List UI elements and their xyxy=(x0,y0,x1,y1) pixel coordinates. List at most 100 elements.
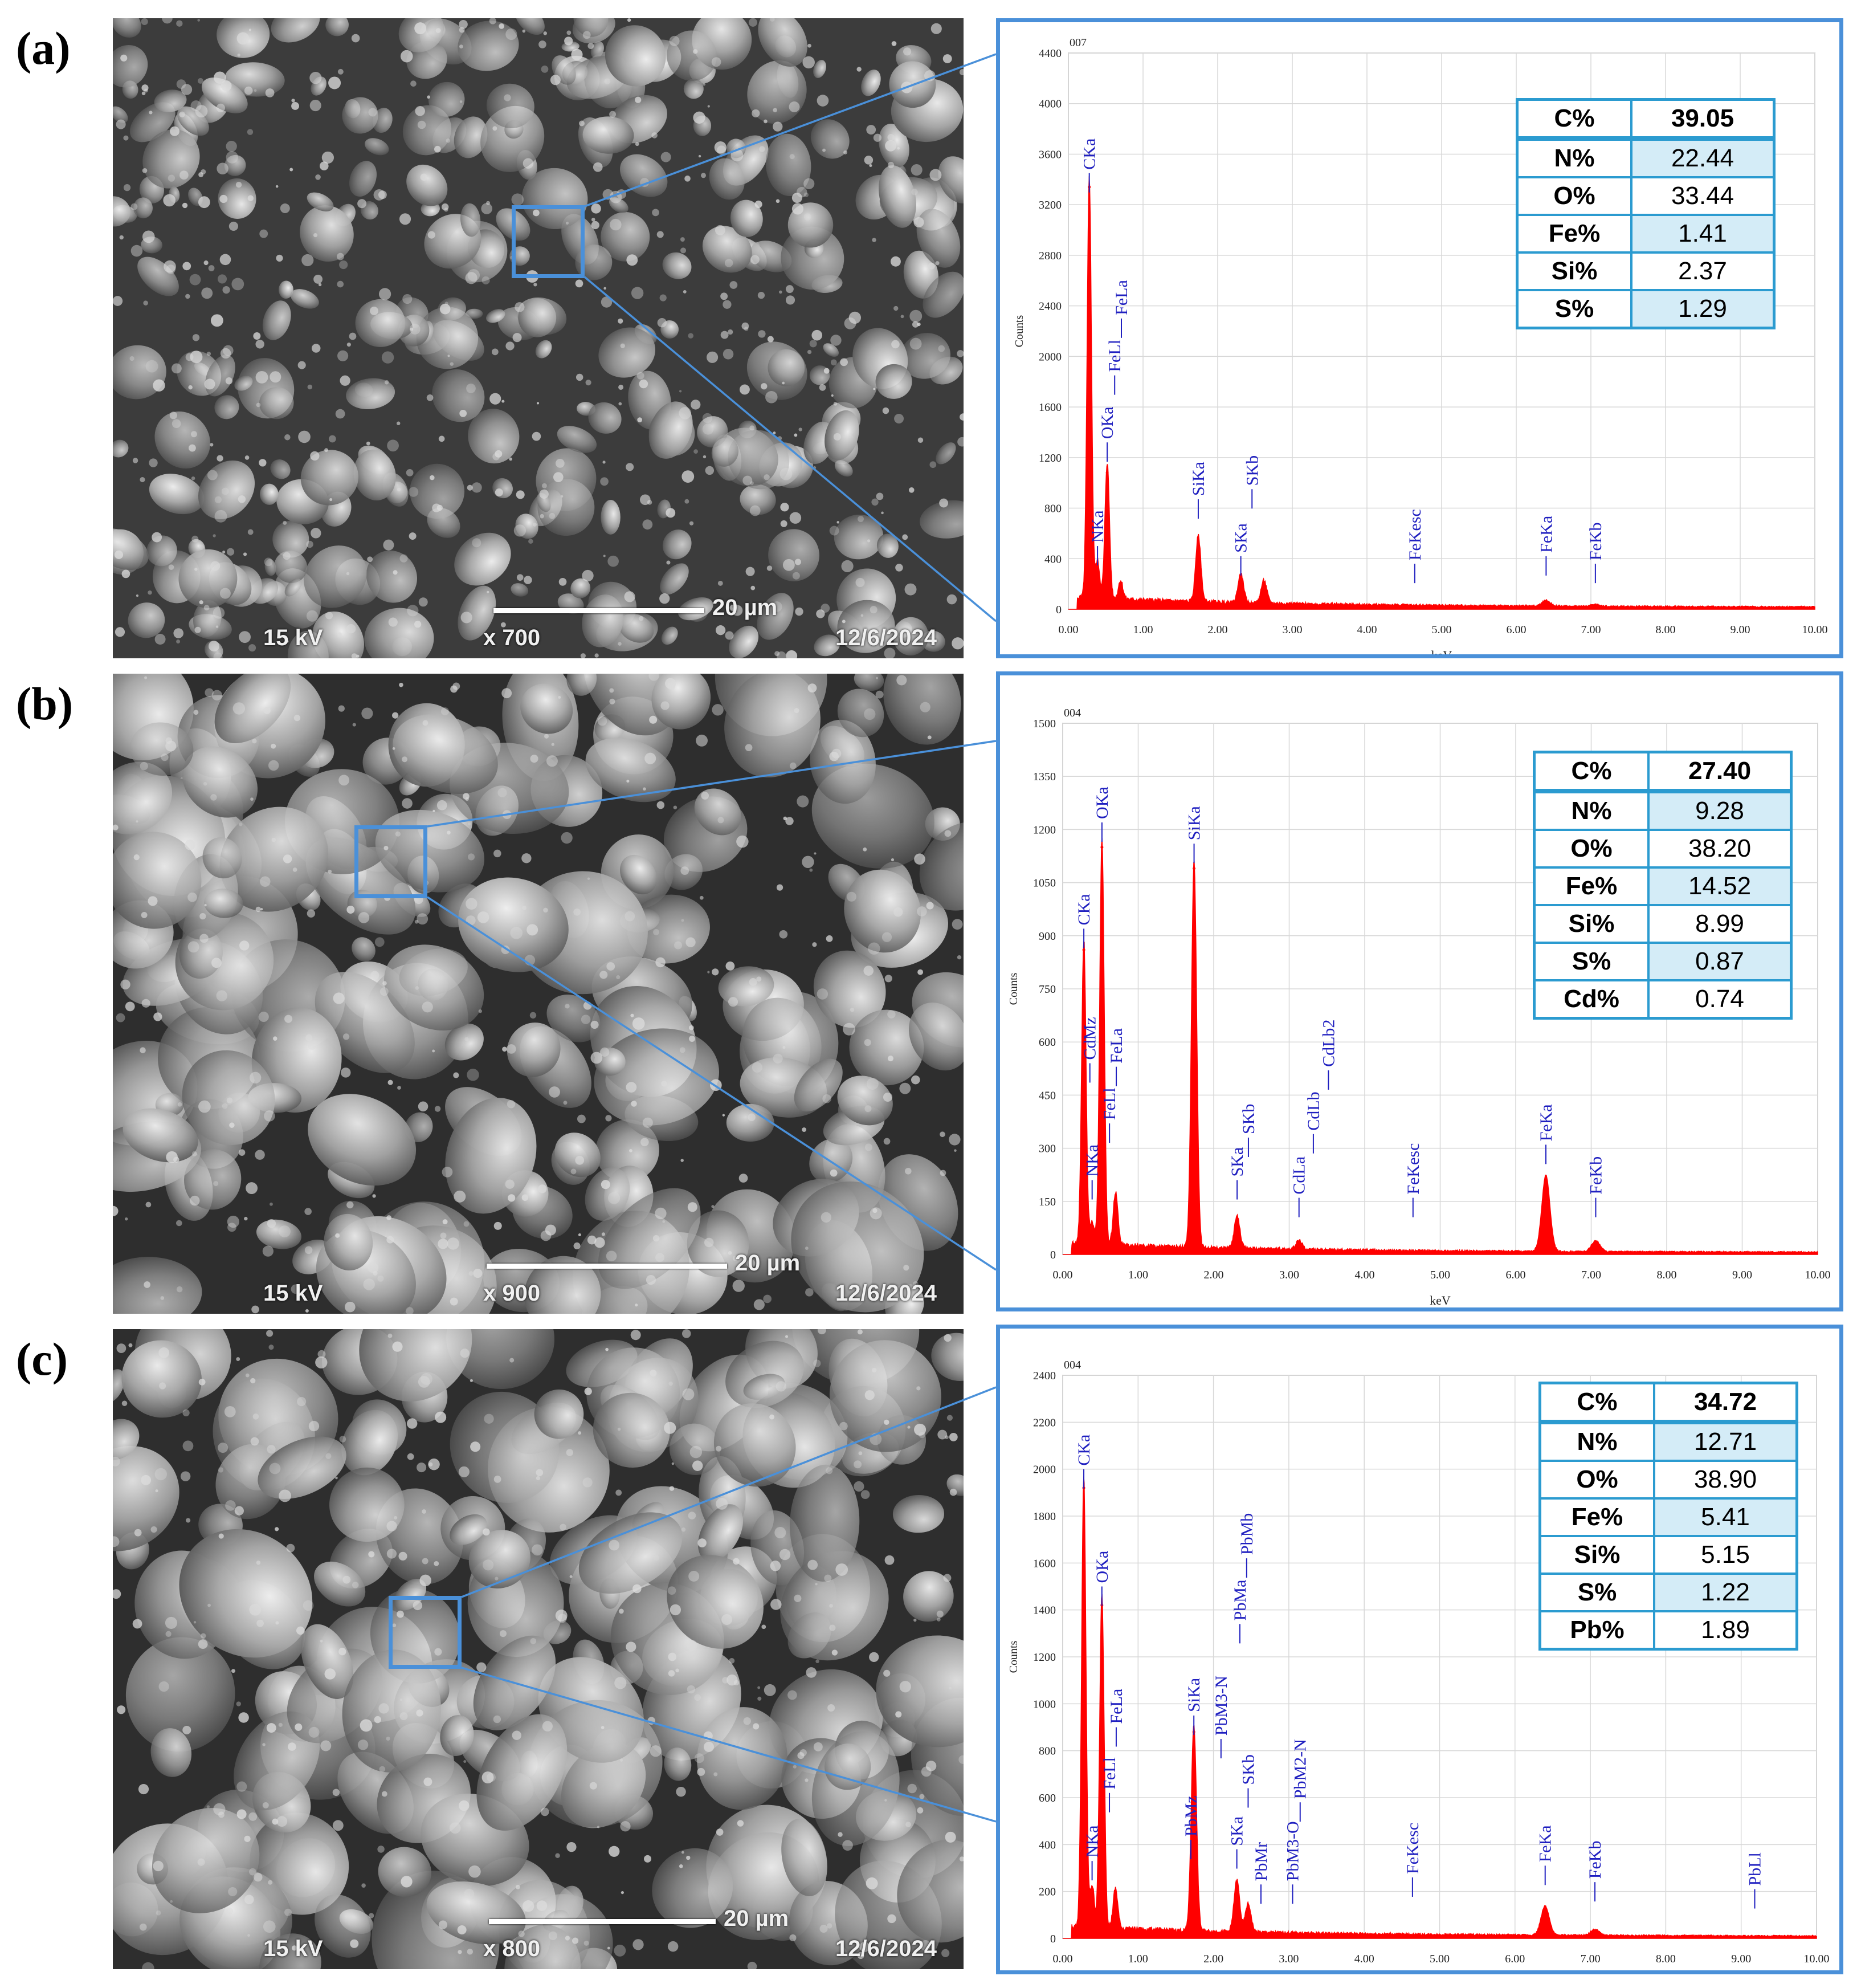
sem-speck xyxy=(549,1086,560,1098)
sem-speck xyxy=(780,520,787,527)
sem-speck xyxy=(657,318,667,328)
sem-speck xyxy=(324,1668,336,1680)
sem-particle xyxy=(113,18,141,38)
x-tick-label: 0.00 xyxy=(1053,1953,1073,1965)
sem-speck xyxy=(154,634,166,645)
sem-speck xyxy=(764,119,768,124)
sem-speck xyxy=(737,1820,744,1827)
sem-particle xyxy=(304,545,367,608)
sem-speck xyxy=(201,1633,206,1639)
sem-particle xyxy=(359,1329,472,1402)
sem-particle xyxy=(432,369,485,422)
sem-particle xyxy=(146,535,177,567)
sem-particle xyxy=(259,483,279,505)
sem-speck xyxy=(895,1711,902,1718)
sem-particle xyxy=(218,178,256,219)
sem-speck xyxy=(773,1053,783,1064)
sem-speck xyxy=(222,1103,228,1109)
sem-speck xyxy=(418,1101,428,1112)
sem-speck xyxy=(150,1526,157,1533)
sem-speck xyxy=(617,189,627,199)
sem-speck xyxy=(407,1453,414,1460)
peak-point xyxy=(1544,602,1548,605)
sem-speck xyxy=(467,1069,479,1081)
sem-speck xyxy=(191,535,199,543)
sem-speck xyxy=(723,349,734,360)
magnification-label: x 800 xyxy=(483,1936,541,1961)
sem-speck xyxy=(620,1758,623,1762)
x-tick-label: 1.00 xyxy=(1133,624,1153,636)
sem-speck xyxy=(697,1767,705,1776)
sem-particle xyxy=(518,298,557,337)
sem-speck xyxy=(368,1551,375,1558)
sem-speck xyxy=(440,707,449,716)
sem-particle xyxy=(426,1881,526,1945)
sem-speck xyxy=(250,1378,256,1384)
sem-speck xyxy=(430,475,435,480)
sem-particle xyxy=(664,854,703,890)
sem-speck xyxy=(182,202,188,209)
sem-speck xyxy=(830,1169,838,1177)
sem-speck xyxy=(703,1731,713,1741)
sem-speck xyxy=(555,1853,560,1859)
sem-speck xyxy=(773,121,783,132)
sem-particle xyxy=(325,18,349,36)
composition-row: N% 12.71 xyxy=(1538,1421,1798,1462)
sem-speck xyxy=(809,340,817,348)
x-tick-label: 10.00 xyxy=(1804,1953,1830,1965)
sem-speck xyxy=(770,1561,781,1571)
sem-speck xyxy=(789,101,800,112)
sem-speck xyxy=(259,229,268,238)
sem-speck xyxy=(791,203,804,215)
x-tick-label: 6.00 xyxy=(1507,624,1527,636)
value-cell: 12.71 xyxy=(1653,1421,1798,1462)
sem-particle xyxy=(454,116,488,158)
sem-speck xyxy=(500,622,506,628)
sem-speck xyxy=(900,315,904,319)
y-tick-label: 0 xyxy=(1050,1249,1056,1261)
sem-speck xyxy=(141,912,148,918)
sem-particle xyxy=(341,1409,398,1476)
sem-particle xyxy=(113,45,148,88)
sem-speck xyxy=(246,1182,258,1195)
sem-speck xyxy=(279,1225,291,1237)
sem-speck xyxy=(541,483,547,488)
sem-speck xyxy=(702,423,714,435)
sem-speck xyxy=(935,261,940,266)
sem-speck xyxy=(715,625,726,635)
sem-speck xyxy=(601,296,613,308)
sem-speck xyxy=(383,845,389,850)
sem-speck xyxy=(516,490,525,499)
sem-speck xyxy=(813,466,817,470)
sem-speck xyxy=(850,1007,855,1012)
sem-speck xyxy=(791,193,802,203)
sem-speck xyxy=(704,1237,714,1248)
sem-speck xyxy=(597,716,607,726)
sem-speck xyxy=(292,867,297,872)
y-tick-label: 4000 xyxy=(1039,98,1062,111)
x-tick-label: 4.00 xyxy=(1354,1953,1374,1965)
sem-particle xyxy=(113,528,149,571)
sem-particle xyxy=(193,600,222,637)
sem-speck xyxy=(890,256,901,267)
sem-speck xyxy=(928,262,935,270)
sem-speck xyxy=(529,1012,537,1019)
sem-speck xyxy=(647,1717,655,1725)
sem-speck xyxy=(247,195,254,201)
sem-speck xyxy=(236,1781,247,1792)
element-cell: C% xyxy=(1516,98,1632,141)
sem-speck xyxy=(435,1411,447,1423)
sem-particle xyxy=(661,626,678,645)
sem-speck xyxy=(668,1381,673,1386)
sem-speck xyxy=(256,1619,264,1627)
sem-particle xyxy=(270,459,291,479)
sem-image-b: 20 µm 15 kV x 900 12/6/2024 xyxy=(113,674,964,1314)
sem-speck xyxy=(864,1105,872,1113)
sem-speck xyxy=(250,797,254,801)
sem-speck xyxy=(644,1855,651,1863)
sem-speck xyxy=(248,1812,258,1821)
sem-speck xyxy=(602,189,614,200)
sem-speck xyxy=(155,1489,158,1493)
sem-speck xyxy=(148,590,152,595)
sem-speck xyxy=(450,1297,458,1306)
